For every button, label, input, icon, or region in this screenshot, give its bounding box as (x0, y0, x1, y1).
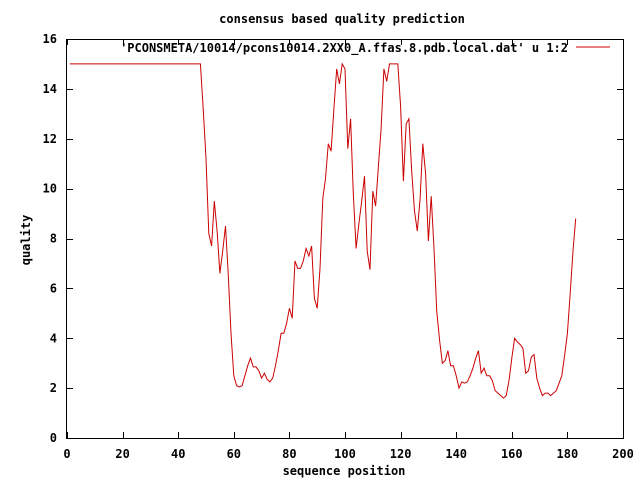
y-tick-label: 6 (50, 281, 57, 295)
y-axis-label: quality (19, 215, 33, 266)
x-axis-ticks: 0 20 40 60 80 100 120 140 160 180 200 (63, 39, 634, 461)
y-axis-ticks: 0 2 4 6 8 10 12 14 16 (43, 32, 623, 445)
x-tick-label: 100 (334, 447, 356, 461)
y-tick-label: 14 (43, 82, 57, 96)
y-tick-label: 4 (50, 331, 57, 345)
plot-frame (66, 39, 624, 439)
y-tick-label: 8 (50, 232, 57, 246)
legend-label: 'PCONSMETA/10014/pcons10014.2XX0_A.ffas.… (120, 41, 568, 56)
chart-title: consensus based quality prediction (219, 12, 465, 26)
x-tick-label: 20 (115, 447, 129, 461)
x-tick-label: 140 (445, 447, 467, 461)
x-tick-label: 0 (63, 447, 70, 461)
x-tick-label: 40 (171, 447, 185, 461)
x-tick-label: 160 (501, 447, 523, 461)
series-line-0 (69, 62, 577, 399)
y-tick-label: 12 (43, 132, 57, 146)
x-tick-label: 80 (282, 447, 296, 461)
x-tick-label: 120 (390, 447, 412, 461)
y-tick-label: 0 (50, 431, 57, 445)
y-tick-label: 2 (50, 381, 57, 395)
x-tick-label: 60 (227, 447, 241, 461)
x-tick-label: 180 (557, 447, 579, 461)
y-tick-label: 10 (43, 182, 57, 196)
x-axis-label: sequence position (283, 464, 406, 478)
y-tick-label: 16 (43, 32, 57, 46)
x-tick-label: 200 (612, 447, 634, 461)
legend: 'PCONSMETA/10014/pcons10014.2XX0_A.ffas.… (120, 41, 610, 56)
series-layer (69, 62, 577, 399)
